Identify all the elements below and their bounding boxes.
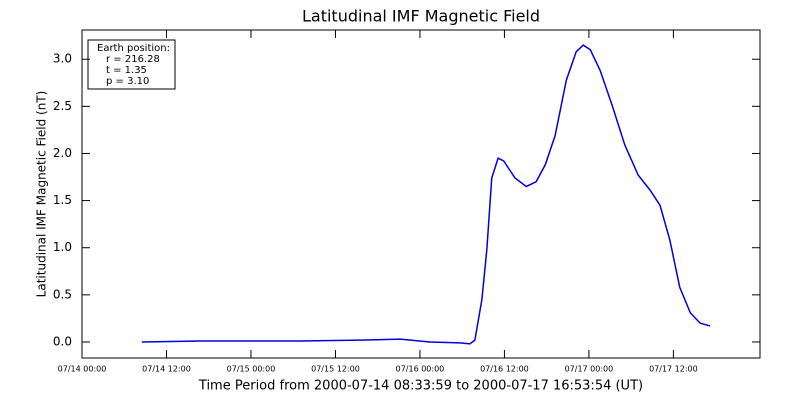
x-tick-label: 07/16 00:00 bbox=[396, 365, 445, 374]
x-tick-label: 07/17 12:00 bbox=[649, 365, 698, 374]
y-tick-label: 3.0 bbox=[53, 52, 72, 66]
y-tick-label: 0.5 bbox=[53, 287, 72, 301]
annotation: t = 1.35 bbox=[106, 65, 147, 76]
y-axis-label: Latitudinal IMF Magnetic Field (nT) bbox=[35, 91, 49, 298]
info-box bbox=[87, 39, 176, 90]
annotation: p = 3.10 bbox=[106, 76, 149, 87]
x-tick-label: 07/15 12:00 bbox=[311, 365, 360, 374]
y-tick-label: 1.0 bbox=[53, 240, 72, 254]
chart-title: Latitudinal IMF Magnetic Field bbox=[302, 7, 540, 26]
x-tick-label: 07/16 12:00 bbox=[480, 365, 529, 374]
x-tick-label: 07/14 00:00 bbox=[58, 365, 107, 374]
annotation: Earth position: bbox=[97, 43, 170, 54]
y-tick-label: 2.0 bbox=[53, 146, 72, 160]
y-tick-label: 0.0 bbox=[53, 334, 72, 348]
y-tick-label: 2.5 bbox=[53, 99, 72, 113]
x-tick-label: 07/17 00:00 bbox=[565, 365, 614, 374]
x-axis-label: Time Period from 2000-07-14 08:33:59 to … bbox=[198, 379, 643, 394]
x-tick-label: 07/14 12:00 bbox=[142, 365, 191, 374]
y-tick-label: 1.5 bbox=[53, 193, 72, 207]
x-tick-label: 07/15 00:00 bbox=[227, 365, 276, 374]
data-line bbox=[141, 44, 711, 345]
annotation: r = 216.28 bbox=[106, 54, 160, 65]
plot-frame bbox=[81, 29, 761, 359]
